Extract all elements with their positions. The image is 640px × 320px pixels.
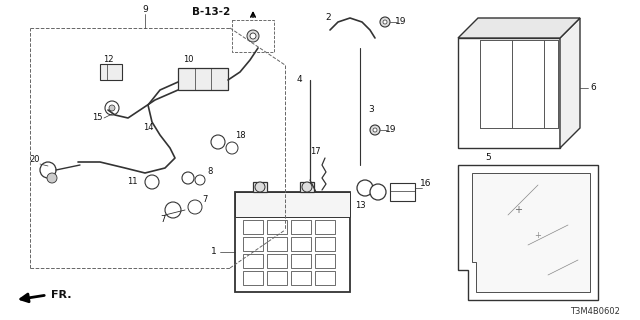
Bar bbox=[235, 192, 350, 292]
Bar bbox=[243, 254, 263, 268]
Bar bbox=[267, 254, 287, 268]
Bar bbox=[253, 182, 267, 192]
Polygon shape bbox=[560, 18, 580, 148]
Text: 20: 20 bbox=[29, 156, 40, 164]
Bar bbox=[315, 237, 335, 251]
Bar bbox=[243, 220, 263, 234]
Circle shape bbox=[226, 142, 238, 154]
Circle shape bbox=[370, 125, 380, 135]
Bar bbox=[243, 271, 263, 285]
Bar bbox=[390, 183, 415, 201]
Bar bbox=[235, 192, 350, 217]
Circle shape bbox=[383, 20, 387, 24]
Text: 4: 4 bbox=[296, 76, 302, 84]
Circle shape bbox=[40, 162, 56, 178]
Text: 15: 15 bbox=[92, 114, 102, 123]
Circle shape bbox=[357, 180, 373, 196]
Text: T3M4B0602: T3M4B0602 bbox=[570, 308, 620, 316]
Bar bbox=[291, 254, 311, 268]
Bar bbox=[291, 220, 311, 234]
Text: B-13-2: B-13-2 bbox=[192, 7, 230, 17]
Circle shape bbox=[302, 182, 312, 192]
Bar bbox=[178, 68, 228, 90]
Circle shape bbox=[250, 33, 256, 39]
Circle shape bbox=[247, 30, 259, 42]
Text: 6: 6 bbox=[590, 84, 596, 92]
Text: 19: 19 bbox=[385, 125, 397, 134]
Polygon shape bbox=[472, 173, 590, 292]
Circle shape bbox=[182, 172, 194, 184]
Circle shape bbox=[380, 17, 390, 27]
Text: 5: 5 bbox=[485, 153, 491, 162]
Text: FR.: FR. bbox=[51, 290, 72, 300]
Polygon shape bbox=[458, 18, 580, 38]
Bar bbox=[267, 220, 287, 234]
Bar bbox=[100, 64, 122, 80]
Circle shape bbox=[47, 173, 57, 183]
Text: 3: 3 bbox=[368, 106, 374, 115]
Text: 14: 14 bbox=[143, 124, 153, 132]
Text: 7: 7 bbox=[160, 215, 166, 225]
Circle shape bbox=[188, 200, 202, 214]
Text: 10: 10 bbox=[183, 55, 193, 65]
Circle shape bbox=[105, 101, 119, 115]
Circle shape bbox=[370, 184, 386, 200]
Circle shape bbox=[165, 202, 181, 218]
Bar bbox=[291, 237, 311, 251]
Text: 18: 18 bbox=[235, 131, 245, 140]
Text: 9: 9 bbox=[142, 5, 148, 14]
Bar bbox=[300, 182, 314, 192]
Bar bbox=[315, 220, 335, 234]
Bar bbox=[458, 38, 560, 148]
Bar bbox=[232, 20, 274, 52]
Text: 7: 7 bbox=[202, 196, 208, 204]
Circle shape bbox=[255, 182, 265, 192]
Text: 2: 2 bbox=[325, 13, 331, 22]
Circle shape bbox=[109, 105, 115, 111]
Bar bbox=[291, 271, 311, 285]
Text: 17: 17 bbox=[310, 148, 320, 156]
Text: 13: 13 bbox=[355, 201, 365, 210]
Circle shape bbox=[373, 128, 377, 132]
Circle shape bbox=[145, 175, 159, 189]
Bar bbox=[243, 237, 263, 251]
Text: +: + bbox=[534, 230, 541, 239]
Text: 12: 12 bbox=[103, 55, 113, 65]
Text: 16: 16 bbox=[420, 179, 431, 188]
Bar bbox=[267, 237, 287, 251]
Text: 8: 8 bbox=[207, 167, 212, 177]
Circle shape bbox=[195, 175, 205, 185]
Bar bbox=[315, 271, 335, 285]
Text: 19: 19 bbox=[395, 18, 406, 27]
Bar bbox=[267, 271, 287, 285]
Text: +: + bbox=[514, 205, 522, 215]
Text: 1: 1 bbox=[211, 247, 217, 257]
Polygon shape bbox=[458, 165, 598, 300]
Circle shape bbox=[211, 135, 225, 149]
Bar bbox=[315, 254, 335, 268]
Text: 11: 11 bbox=[127, 178, 138, 187]
